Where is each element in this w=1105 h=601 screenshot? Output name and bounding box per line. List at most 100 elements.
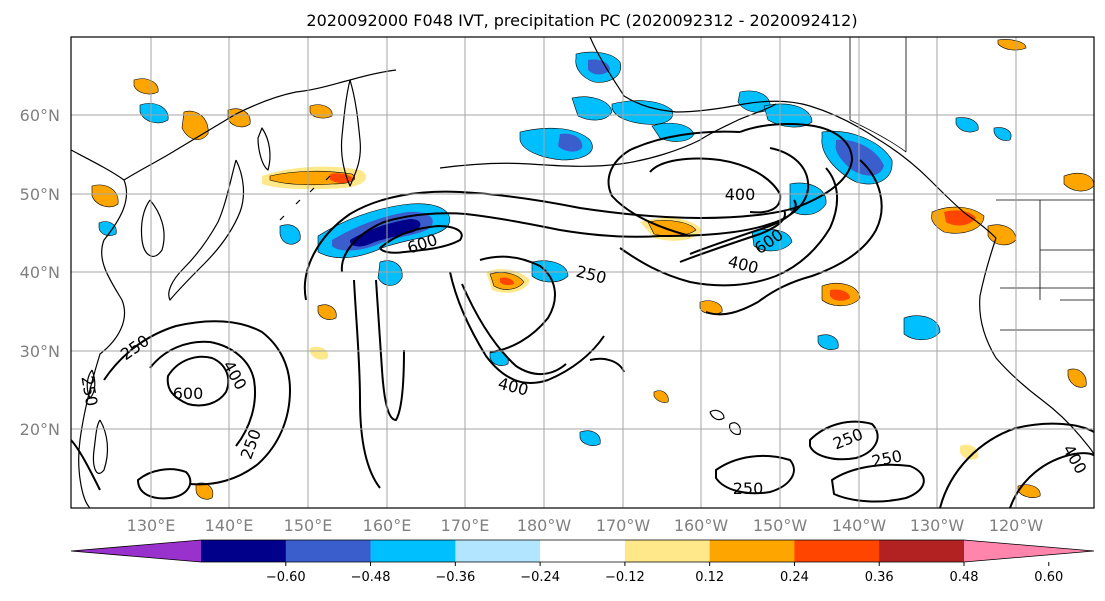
precip-neg-area — [903, 315, 941, 341]
ivt-contour-250 — [705, 159, 883, 316]
ivt-contour-250 — [71, 439, 101, 491]
ivt-contour-400 — [1009, 452, 1094, 508]
precip-neg-area — [350, 219, 421, 247]
ivt-contour-250 — [809, 420, 879, 461]
colorbar-segment — [285, 540, 372, 562]
ivt-contours — [71, 123, 1094, 508]
precip-neg-area — [588, 59, 610, 75]
precip-pos-area — [699, 300, 723, 315]
ivt-contour-250 — [303, 123, 853, 301]
colorbar-tick-label: 0.36 — [865, 570, 894, 585]
precip-pos-area — [944, 210, 976, 226]
colorbar-segment — [201, 540, 287, 562]
precip-neg-area — [279, 224, 301, 245]
lon-tick-label: 140°E — [205, 516, 254, 535]
coastlines — [71, 37, 1094, 508]
lon-tick-label: 150°E — [284, 516, 333, 535]
precip-neg-area — [611, 100, 674, 125]
colorbar-tick-label: 0.48 — [950, 570, 979, 585]
colorbar-segment — [709, 540, 795, 562]
ivt-contour-600 — [379, 225, 463, 254]
ivt-contour-250 — [449, 271, 605, 384]
precip-pos-area — [653, 390, 669, 403]
colorbar-tick-label: −0.24 — [520, 570, 560, 585]
colorbar: −0.60 −0.48 −0.36 −0.24 −0.12 0.12 0.24 0.36 0.4… — [70, 539, 1095, 585]
colorbar-tick-label: 0.24 — [780, 570, 809, 585]
ivt-contour-250 — [715, 454, 795, 495]
lat-tick-label: 20°N — [20, 420, 60, 439]
ivt-contour-250 — [479, 255, 556, 353]
lon-tick-label: 130°W — [910, 516, 965, 535]
ivt-contour-400 — [149, 340, 256, 447]
lat-tick-labels: 60°N 50°N 40°N 30°N 20°N — [20, 106, 60, 439]
precip-pos-area — [1067, 368, 1087, 388]
lon-tick-label: 160°E — [363, 516, 412, 535]
ivt-label: 600 — [173, 384, 204, 403]
colorbar-segment — [455, 540, 541, 562]
lon-tick-label: 130°E — [127, 516, 176, 535]
figure-title: 2020092000 F048 IVT, precipitation PC (2… — [306, 11, 857, 30]
lat-tick-label: 40°N — [20, 263, 60, 282]
ivt-contour-400 — [340, 147, 810, 273]
colorbar-segment — [879, 540, 965, 562]
lat-tick-label: 50°N — [20, 185, 60, 204]
ivt-contour-600 — [689, 199, 797, 255]
precip-neg-area — [377, 260, 403, 286]
map-panel: 400 600 250 250 400 600 250 400 250 600 … — [70, 36, 1095, 509]
ivt-label: 250 — [733, 479, 764, 498]
precip-neg-area — [817, 334, 839, 350]
ivt-contour-400 — [619, 167, 839, 287]
precip-neg-area — [139, 103, 169, 124]
precip-neg-area — [955, 117, 979, 133]
precip-shading — [91, 39, 1094, 500]
colorbar-tick-label: −0.60 — [266, 570, 306, 585]
colorbar-segment — [540, 540, 626, 562]
precip-pos-area — [830, 289, 850, 301]
colorbar-segment — [794, 540, 880, 562]
ivt-contour-250 — [103, 320, 291, 486]
precip-neg-area — [98, 221, 117, 236]
precip-neg-area — [579, 430, 601, 446]
lon-tick-labels: 130°E 140°E 150°E 160°E 170°E 180°W 170°… — [127, 516, 1044, 535]
lon-tick-label: 170°E — [441, 516, 490, 535]
colorbar-extend-high — [964, 540, 1094, 562]
precip-pos-area — [310, 346, 329, 360]
precip-pos-area — [133, 78, 159, 95]
colorbar-tick-label: −0.48 — [351, 570, 391, 585]
precip-pos-area — [997, 39, 1027, 51]
colorbar-tick-label: −0.36 — [435, 570, 475, 585]
precip-pos-area — [227, 108, 251, 128]
ivt-contour-400 — [649, 157, 782, 214]
ivt-contour-250 — [137, 468, 192, 500]
lon-tick-label: 140°W — [832, 516, 887, 535]
precip-pos-area — [181, 110, 209, 140]
ivt-contour-250 — [831, 463, 925, 503]
ivt-label: 400 — [725, 185, 756, 204]
colorbar-tick-label: 0.12 — [695, 570, 724, 585]
colorbar-tick-label: −0.12 — [605, 570, 645, 585]
precip-pos-area — [317, 304, 337, 320]
ivt-contour-600 — [166, 355, 230, 407]
precip-pos-area — [91, 184, 119, 208]
lon-tick-label: 160°W — [674, 516, 729, 535]
lon-tick-label: 150°W — [753, 516, 808, 535]
colorbar-segment — [370, 540, 456, 562]
lat-tick-label: 30°N — [20, 342, 60, 361]
precip-pos-area — [500, 277, 514, 286]
precip-neg-area — [571, 96, 613, 121]
ivt-contour-400 — [375, 279, 405, 421]
colorbar-tick-label: 0.60 — [1034, 570, 1063, 585]
lon-tick-label: 170°W — [596, 516, 651, 535]
ivt-contour-250 — [353, 279, 381, 489]
ivt-contour-250 — [607, 130, 741, 237]
gridlines — [71, 37, 1094, 508]
precip-neg-area — [993, 127, 1012, 141]
precip-pos-area — [960, 444, 979, 460]
ivt-contour-800 — [679, 209, 786, 263]
precip-pos-area — [1017, 484, 1041, 498]
ivt-contour-400 — [461, 283, 567, 375]
precip-neg-area — [835, 139, 884, 176]
lon-tick-label: 120°W — [989, 516, 1044, 535]
lat-tick-label: 60°N — [20, 106, 60, 125]
